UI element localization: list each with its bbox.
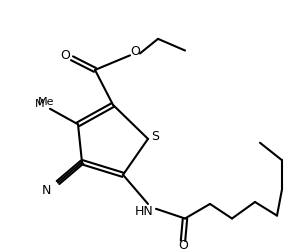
Text: O: O	[60, 49, 70, 62]
Text: M: M	[35, 99, 45, 109]
Text: O: O	[130, 45, 140, 58]
Text: S: S	[151, 131, 159, 143]
Text: O: O	[178, 239, 188, 252]
Text: N: N	[41, 184, 51, 197]
Text: Me: Me	[38, 97, 54, 107]
Text: HN: HN	[135, 205, 153, 218]
